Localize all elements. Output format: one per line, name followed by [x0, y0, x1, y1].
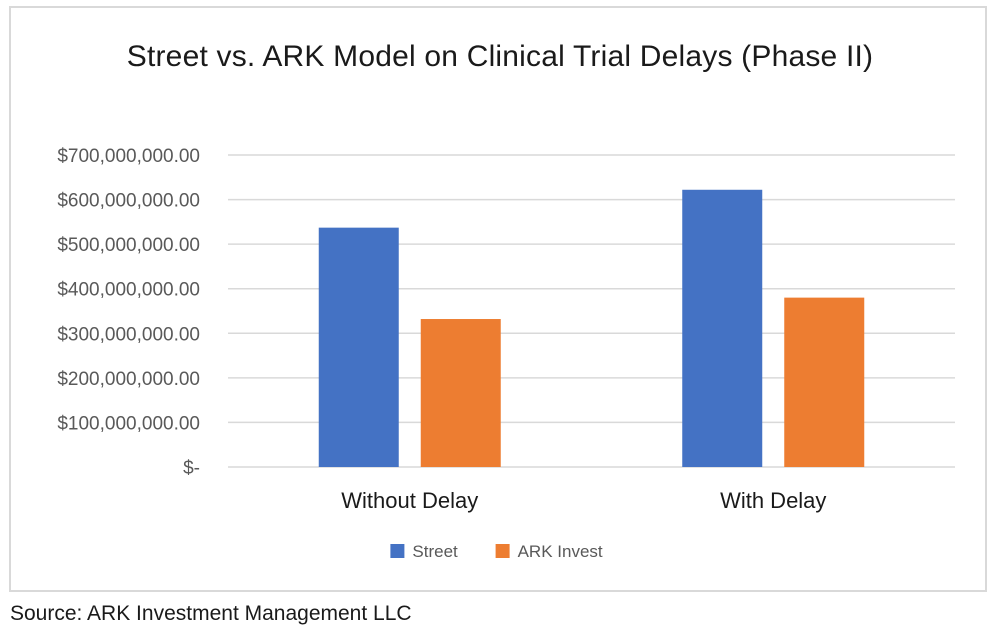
- x-category-label: With Delay: [720, 488, 826, 513]
- y-tick-label: $-: [183, 458, 200, 479]
- y-tick-label: $700,000,000.00: [57, 146, 200, 167]
- bar-chart: $- $100,000,000.00 $200,000,000.00 $300,000…: [57, 146, 955, 561]
- bars: [318, 189, 865, 467]
- source-note: Source: ARK Investment Management LLC: [10, 602, 412, 625]
- y-tick-label: $100,000,000.00: [57, 413, 200, 434]
- legend-swatch-ark-invest: [495, 544, 510, 558]
- legend-label: Street: [412, 542, 458, 561]
- y-tick-label: $600,000,000.00: [57, 191, 200, 212]
- x-axis-categories: Without Delay With Delay: [341, 488, 826, 513]
- y-tick-label: $300,000,000.00: [57, 324, 200, 345]
- legend-swatch-street: [390, 544, 405, 558]
- legend: Street ARK Invest: [390, 542, 603, 561]
- chart-title: Street vs. ARK Model on Clinical Trial D…: [126, 40, 874, 73]
- y-tick-label: $200,000,000.00: [57, 369, 200, 390]
- y-axis-ticks: $- $100,000,000.00 $200,000,000.00 $300,000…: [57, 146, 200, 479]
- legend-label: ARK Invest: [518, 542, 603, 561]
- y-tick-label: $400,000,000.00: [57, 280, 200, 301]
- bar-street-without-delay: [318, 227, 399, 467]
- bar-street-with-delay: [682, 189, 763, 467]
- x-category-label: Without Delay: [341, 488, 478, 513]
- y-tick-label: $500,000,000.00: [57, 235, 200, 256]
- bar-ark-invest-with-delay: [784, 297, 865, 467]
- bar-ark-invest-without-delay: [420, 319, 501, 467]
